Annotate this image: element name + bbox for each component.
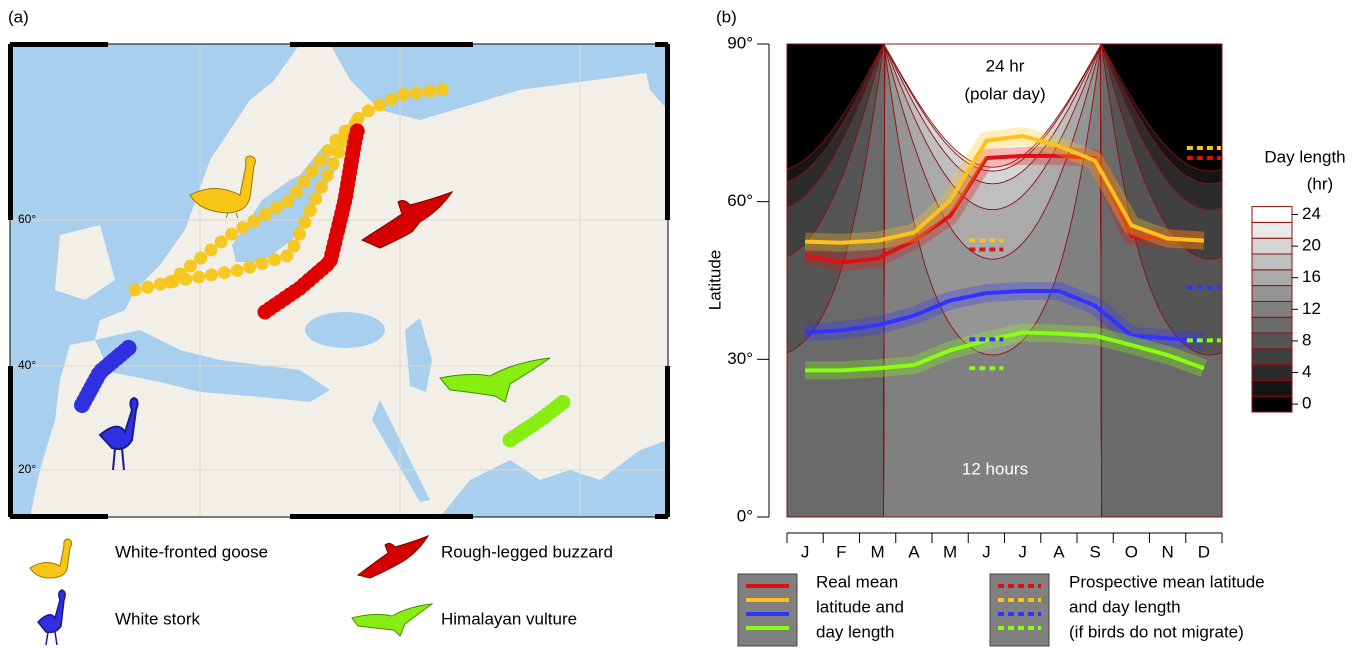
panel-label: (b)	[716, 7, 737, 26]
colorbar-tick-label: 8	[1302, 330, 1311, 349]
y-axis-title: Latitude	[705, 250, 724, 311]
map: 60° 40° 20°	[8, 42, 670, 519]
colorbar-title: (hr)	[1307, 174, 1333, 193]
colorbar-cell	[1252, 270, 1292, 286]
colorbar-cell	[1252, 317, 1292, 333]
legend-label: Himalayan vulture	[441, 609, 577, 628]
y-tick-label: 30°	[727, 349, 753, 368]
legend-label: White stork	[115, 609, 201, 628]
x-tick-label: J	[982, 542, 991, 561]
colorbar-cell	[1252, 207, 1292, 223]
panel-label: (a)	[8, 7, 29, 26]
y-tick-label: 0°	[737, 506, 753, 525]
colorbar-cell	[1252, 380, 1292, 396]
x-tick-label: A	[908, 542, 920, 561]
legend-label: Rough-legged buzzard	[441, 542, 613, 561]
colorbar-tick-label: 20	[1302, 236, 1321, 255]
x-tick-label: A	[1053, 542, 1065, 561]
map-lat-label: 20°	[18, 462, 36, 476]
legend-label: and day length	[1069, 597, 1181, 616]
y-tick-label: 90°	[727, 33, 753, 52]
annotation: 24 hr	[986, 56, 1025, 75]
map-lat-label: 40°	[18, 358, 36, 372]
x-tick-label: J	[1018, 542, 1027, 561]
x-tick-label: O	[1125, 542, 1138, 561]
x-tick-label: J	[801, 542, 810, 561]
figure: (a)	[0, 0, 1354, 648]
legend-label: Prospective mean latitude	[1069, 572, 1265, 591]
x-tick-label: N	[1161, 542, 1173, 561]
map-lat-label: 60°	[18, 212, 36, 226]
colorbar-cell	[1252, 333, 1292, 349]
colorbar-cell	[1252, 286, 1292, 302]
legend-label: (if birds do not migrate)	[1069, 622, 1244, 641]
colorbar-tick-label: 16	[1302, 267, 1321, 286]
x-tick-label: D	[1198, 542, 1210, 561]
map-legend: White-fronted goose Rough-legged buzzard…	[30, 536, 613, 645]
annotation: (polar day)	[964, 84, 1045, 103]
annotation: 12 hours	[962, 459, 1028, 478]
y-tick-label: 60°	[727, 191, 753, 210]
colorbar-cell	[1252, 238, 1292, 254]
legend-label: day length	[816, 622, 894, 641]
colorbar-cell	[1252, 396, 1292, 412]
x-tick-label: M	[871, 542, 885, 561]
legend-label: White-fronted goose	[115, 542, 268, 561]
colorbar-cell	[1252, 301, 1292, 317]
colorbar-cell	[1252, 222, 1292, 238]
colorbar-cell	[1252, 254, 1292, 270]
colorbar-tick-label: 0	[1302, 394, 1311, 413]
x-tick-label: S	[1089, 542, 1100, 561]
colorbar-title: Day length	[1264, 147, 1345, 166]
colorbar-tick-label: 4	[1302, 362, 1311, 381]
colorbar-cell	[1252, 349, 1292, 365]
x-tick-label: F	[836, 542, 846, 561]
plot-area	[787, 44, 1222, 517]
colorbar-tick-label: 24	[1302, 204, 1321, 223]
legend-label: latitude and	[816, 597, 904, 616]
colorbar-tick-label: 12	[1302, 299, 1321, 318]
legend-label: Real mean	[816, 572, 898, 591]
x-tick-label: M	[943, 542, 957, 561]
colorbar-cell	[1252, 365, 1292, 381]
